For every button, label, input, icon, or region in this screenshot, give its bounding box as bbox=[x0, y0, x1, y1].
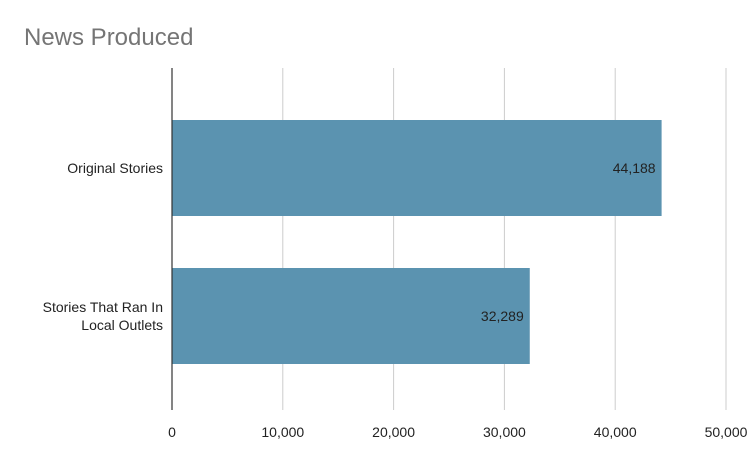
x-tick-label: 50,000 bbox=[705, 424, 748, 440]
bar bbox=[172, 268, 530, 364]
data-label: 32,289 bbox=[481, 308, 524, 324]
bar bbox=[172, 120, 662, 216]
x-tick-label: 10,000 bbox=[261, 424, 304, 440]
chart-title: News Produced bbox=[24, 24, 194, 51]
x-tick-label: 20,000 bbox=[372, 424, 415, 440]
x-tick-label: 30,000 bbox=[483, 424, 526, 440]
data-labels: 44,188 32,289 bbox=[481, 160, 656, 324]
x-tick-labels: 0 10,000 20,000 30,000 40,000 50,000 bbox=[168, 424, 748, 440]
x-tick-label: 40,000 bbox=[594, 424, 637, 440]
category-label: Original Stories bbox=[67, 160, 163, 176]
data-label: 44,188 bbox=[613, 160, 656, 176]
x-tick-label: 0 bbox=[168, 424, 176, 440]
category-labels: Original Stories Stories That Ran In Local… bbox=[43, 160, 163, 333]
category-label: Stories That Ran In Local Outlets bbox=[43, 299, 163, 333]
bars bbox=[172, 120, 662, 364]
